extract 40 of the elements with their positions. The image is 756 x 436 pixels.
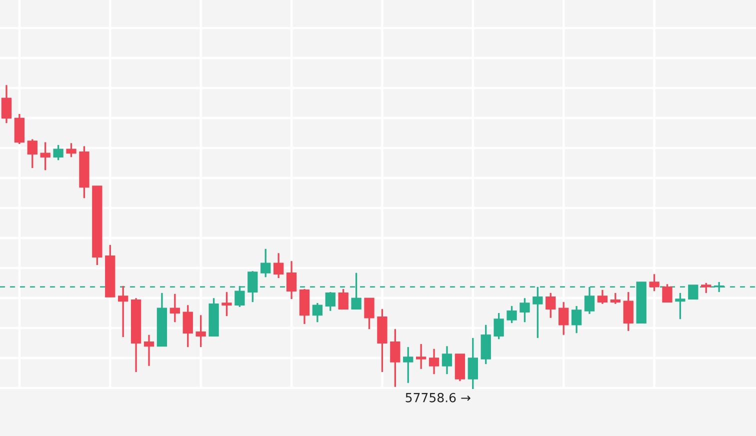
candlestick (170, 293, 180, 323)
candlestick (325, 291, 336, 312)
candlestick (222, 291, 232, 317)
candlestick (675, 292, 686, 320)
candlestick (416, 343, 426, 370)
candlestick (53, 144, 64, 161)
candlestick (623, 291, 634, 332)
candlestick (144, 334, 154, 367)
candlestick (390, 328, 400, 388)
candlestick (428, 348, 440, 375)
candlestick (610, 292, 621, 305)
candlestick (649, 273, 660, 292)
candlestick (66, 142, 76, 158)
candlestick (364, 297, 374, 330)
candlestick (558, 301, 569, 336)
candlestick (701, 282, 712, 294)
candlestick (338, 288, 348, 310)
candlestick (248, 270, 258, 303)
candlestick (662, 283, 672, 303)
candlestick (546, 292, 556, 319)
candlestick (520, 297, 530, 323)
text: 57758.6 → (406, 392, 470, 402)
candlestick (688, 284, 698, 300)
candlestick (1, 84, 12, 124)
candlestick (27, 138, 38, 169)
candlestick (442, 345, 452, 375)
candlestick (118, 285, 128, 338)
candlestick (196, 314, 206, 348)
candlestick (273, 252, 284, 279)
candlestick (286, 260, 297, 300)
candlestick (468, 337, 478, 389)
candlestick (506, 305, 517, 324)
candlestick (260, 248, 271, 278)
candlestick (494, 312, 504, 340)
candlestick (312, 302, 323, 323)
candlestick (597, 289, 608, 305)
candlestick (403, 346, 414, 384)
candlestick (571, 305, 582, 334)
candlestick (182, 304, 193, 348)
candlestick (40, 141, 50, 172)
